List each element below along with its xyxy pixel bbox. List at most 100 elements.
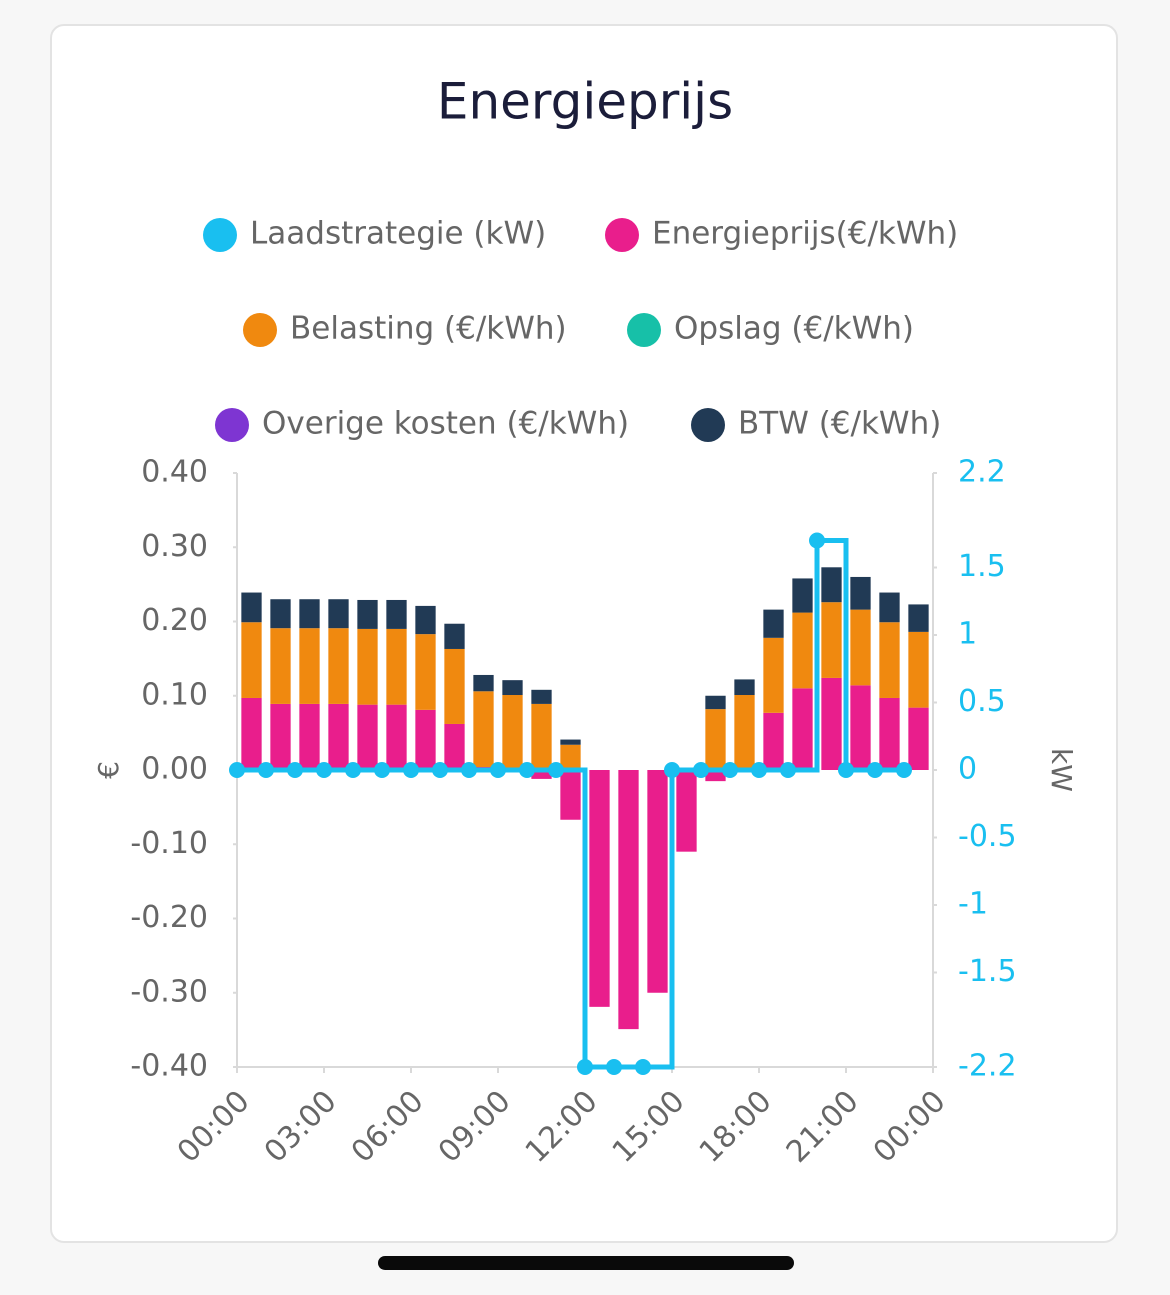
bar bbox=[560, 770, 581, 820]
bar bbox=[560, 739, 581, 745]
line-point bbox=[751, 762, 767, 778]
bar bbox=[386, 628, 407, 705]
bar bbox=[763, 712, 784, 770]
line-point bbox=[548, 762, 564, 778]
legend-label: Laadstrategie (kW) bbox=[250, 216, 546, 252]
y-tick-label: 0.30 bbox=[141, 529, 208, 564]
x-tick-label: 03:00 bbox=[258, 1084, 344, 1170]
bar bbox=[299, 599, 320, 629]
bar bbox=[792, 578, 813, 613]
legend-label: BTW (€/kWh) bbox=[738, 406, 941, 442]
line-point bbox=[838, 762, 854, 778]
bar bbox=[357, 599, 378, 629]
bar bbox=[821, 567, 842, 603]
bar bbox=[241, 697, 262, 770]
line-point bbox=[780, 762, 796, 778]
y-tick-label: 0.10 bbox=[141, 677, 208, 712]
legend-label: Overige kosten (€/kWh) bbox=[262, 406, 629, 442]
y-axis-label: € bbox=[92, 761, 125, 779]
bar bbox=[531, 770, 552, 779]
y2-tick-label: 2.2 bbox=[958, 455, 1006, 490]
line-point bbox=[577, 1059, 593, 1075]
bar bbox=[444, 623, 465, 649]
bar bbox=[270, 628, 291, 704]
bar bbox=[850, 609, 871, 686]
line-point bbox=[374, 762, 390, 778]
y2-tick-label: -1.5 bbox=[958, 954, 1017, 989]
line-point bbox=[606, 1059, 622, 1075]
bar bbox=[879, 592, 900, 623]
legend-swatch bbox=[215, 408, 249, 442]
bar bbox=[792, 688, 813, 770]
bar bbox=[299, 703, 320, 770]
bar bbox=[647, 770, 668, 993]
x-tick-label: 15:00 bbox=[606, 1084, 692, 1170]
y2-tick-label: 0 bbox=[958, 752, 977, 787]
bar bbox=[415, 605, 436, 635]
line-point bbox=[316, 762, 332, 778]
bar bbox=[589, 770, 610, 1007]
y2-tick-label: -2.2 bbox=[958, 1049, 1017, 1084]
legend-swatch bbox=[203, 218, 237, 252]
bar bbox=[821, 677, 842, 770]
bar bbox=[328, 599, 349, 629]
bar bbox=[473, 674, 494, 692]
y2-tick-label: -0.5 bbox=[958, 819, 1017, 854]
y-tick-label: 0.40 bbox=[141, 455, 208, 490]
line-point bbox=[664, 762, 680, 778]
bar bbox=[357, 628, 378, 705]
bar bbox=[444, 723, 465, 770]
chart-title: Energieprijs bbox=[437, 73, 733, 131]
bar bbox=[908, 707, 929, 770]
legend-swatch bbox=[691, 408, 725, 442]
bar bbox=[705, 770, 726, 782]
bar bbox=[473, 691, 494, 768]
y2-tick-label: 0.5 bbox=[958, 684, 1006, 719]
line-point bbox=[722, 762, 738, 778]
x-tick-label: 21:00 bbox=[780, 1084, 866, 1170]
bar bbox=[705, 709, 726, 770]
bar bbox=[879, 622, 900, 698]
y-tick-label: -0.20 bbox=[130, 900, 208, 935]
line bbox=[237, 538, 904, 1070]
y-tick-label: -0.30 bbox=[130, 974, 208, 1009]
x-tick-label: 00:00 bbox=[171, 1084, 257, 1170]
bar bbox=[821, 602, 842, 678]
bar bbox=[560, 744, 581, 770]
line-point bbox=[403, 762, 419, 778]
bar bbox=[734, 679, 755, 696]
bar bbox=[415, 634, 436, 710]
bar bbox=[705, 695, 726, 710]
bar bbox=[531, 689, 552, 704]
bar bbox=[444, 648, 465, 724]
bar bbox=[763, 609, 784, 638]
y2-tick-label: 1 bbox=[958, 617, 977, 652]
bar bbox=[908, 604, 929, 632]
y2-tick-label: -1 bbox=[958, 887, 988, 922]
line-point bbox=[490, 762, 506, 778]
bar bbox=[879, 697, 900, 770]
bar bbox=[618, 770, 639, 1030]
bar bbox=[734, 695, 755, 770]
legend-label: Energieprijs(€/kWh) bbox=[652, 216, 958, 252]
line-point bbox=[867, 762, 883, 778]
bar bbox=[328, 703, 349, 770]
x-tick-label: 06:00 bbox=[345, 1084, 431, 1170]
line-point bbox=[432, 762, 448, 778]
bar bbox=[241, 622, 262, 698]
line-point bbox=[809, 532, 825, 549]
line-point bbox=[519, 762, 535, 778]
bar bbox=[850, 576, 871, 610]
bar bbox=[763, 637, 784, 713]
bar bbox=[386, 704, 407, 770]
bar bbox=[299, 628, 320, 704]
bar bbox=[415, 709, 436, 770]
line-point bbox=[345, 762, 361, 778]
y-tick-label: -0.40 bbox=[130, 1049, 208, 1084]
x-tick-label: 18:00 bbox=[693, 1084, 779, 1170]
bar bbox=[908, 631, 929, 708]
legend-swatch bbox=[605, 218, 639, 252]
line-point bbox=[693, 762, 709, 778]
